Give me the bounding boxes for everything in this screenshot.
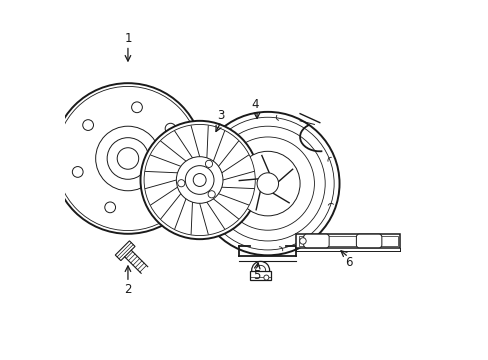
Text: 6: 6 [344, 256, 351, 269]
Circle shape [165, 123, 176, 134]
Polygon shape [299, 236, 397, 246]
Circle shape [156, 193, 166, 204]
FancyBboxPatch shape [303, 234, 328, 248]
Circle shape [53, 83, 203, 234]
Polygon shape [249, 271, 271, 280]
Circle shape [104, 202, 115, 213]
Circle shape [72, 167, 83, 177]
Circle shape [235, 151, 300, 216]
Circle shape [82, 120, 93, 130]
Text: 5: 5 [253, 269, 260, 282]
Circle shape [176, 157, 223, 203]
Circle shape [205, 160, 212, 167]
Circle shape [208, 191, 215, 198]
Polygon shape [296, 234, 400, 248]
Circle shape [255, 265, 265, 275]
Circle shape [251, 261, 269, 279]
Circle shape [193, 174, 206, 186]
Text: 2: 2 [124, 283, 131, 296]
Circle shape [140, 121, 258, 239]
Circle shape [177, 180, 184, 187]
Circle shape [185, 166, 214, 194]
Circle shape [196, 112, 339, 255]
Circle shape [210, 126, 325, 241]
FancyBboxPatch shape [356, 234, 381, 248]
Circle shape [56, 86, 200, 230]
Circle shape [201, 117, 333, 250]
Circle shape [131, 102, 142, 113]
Circle shape [117, 148, 139, 169]
Circle shape [257, 173, 278, 194]
Text: 4: 4 [251, 98, 259, 111]
Circle shape [144, 125, 255, 235]
Polygon shape [115, 241, 135, 261]
Circle shape [107, 138, 148, 179]
Circle shape [221, 137, 314, 230]
Circle shape [264, 275, 268, 280]
Text: 3: 3 [217, 109, 224, 122]
Circle shape [299, 238, 305, 244]
Text: 1: 1 [124, 32, 131, 45]
Circle shape [96, 126, 160, 191]
